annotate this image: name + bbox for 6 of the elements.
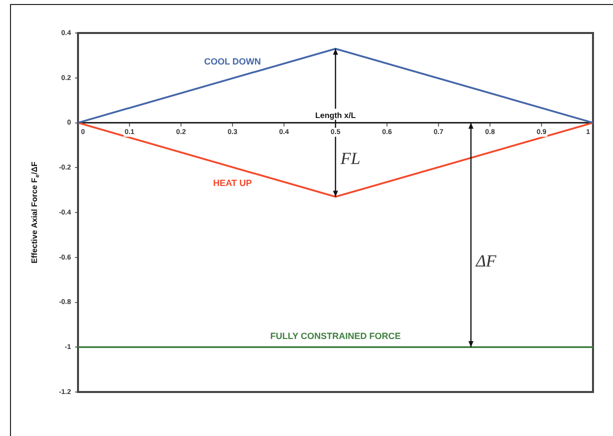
- series-label: FULLY CONSTRAINED FORCE: [270, 331, 401, 342]
- annotation: ΔF: [474, 251, 497, 270]
- series-label: HEAT UP: [213, 178, 252, 188]
- annotation: FL: [340, 149, 360, 168]
- series-label: COOL DOWN: [204, 56, 261, 66]
- x-axis-title: Length x/L: [315, 110, 356, 120]
